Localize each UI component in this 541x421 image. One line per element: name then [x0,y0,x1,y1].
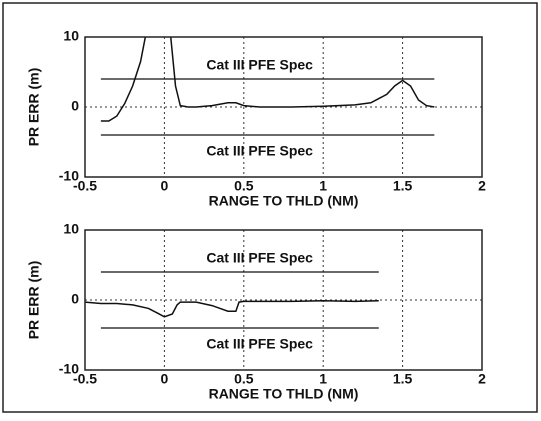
spec-label: Cat III PFE Spec [206,250,313,266]
y-tick-label: 0 [71,98,79,114]
x-tick-label: 0 [161,178,169,194]
plot-frame [84,229,483,371]
x-tick-label: 1.5 [393,371,413,387]
x-tick-label: -0.5 [73,178,97,194]
y-tick-label: -10 [59,361,79,377]
data-line [100,37,435,122]
spec-label: Cat III PFE Spec [206,143,313,159]
x-axis-label: RANGE TO THLD (NM) [209,193,359,209]
y-tick-label: 0 [71,291,79,307]
y-axis-label: PR ERR (m) [26,261,42,340]
x-tick-label: 0 [161,371,169,387]
x-tick-label: 0.5 [234,371,254,387]
y-tick-label: 10 [63,221,79,237]
spec-label: Cat III PFE Spec [206,336,313,352]
plot-frame [84,36,483,178]
spec-label: Cat III PFE Spec [206,57,313,73]
x-tick-label: -0.5 [73,371,97,387]
x-tick-label: 1 [319,178,327,194]
data-line [85,299,379,318]
x-tick-label: 1 [319,371,327,387]
y-axis-label: PR ERR (m) [26,68,42,147]
y-tick-label: 10 [63,28,79,44]
x-tick-label: 0.5 [234,178,254,194]
x-axis-label: RANGE TO THLD (NM) [209,386,359,402]
y-tick-label: -10 [59,168,79,184]
outer-frame [2,2,538,413]
x-tick-label: 1.5 [393,178,413,194]
x-tick-label: 2 [478,371,486,387]
x-tick-label: 2 [478,178,486,194]
